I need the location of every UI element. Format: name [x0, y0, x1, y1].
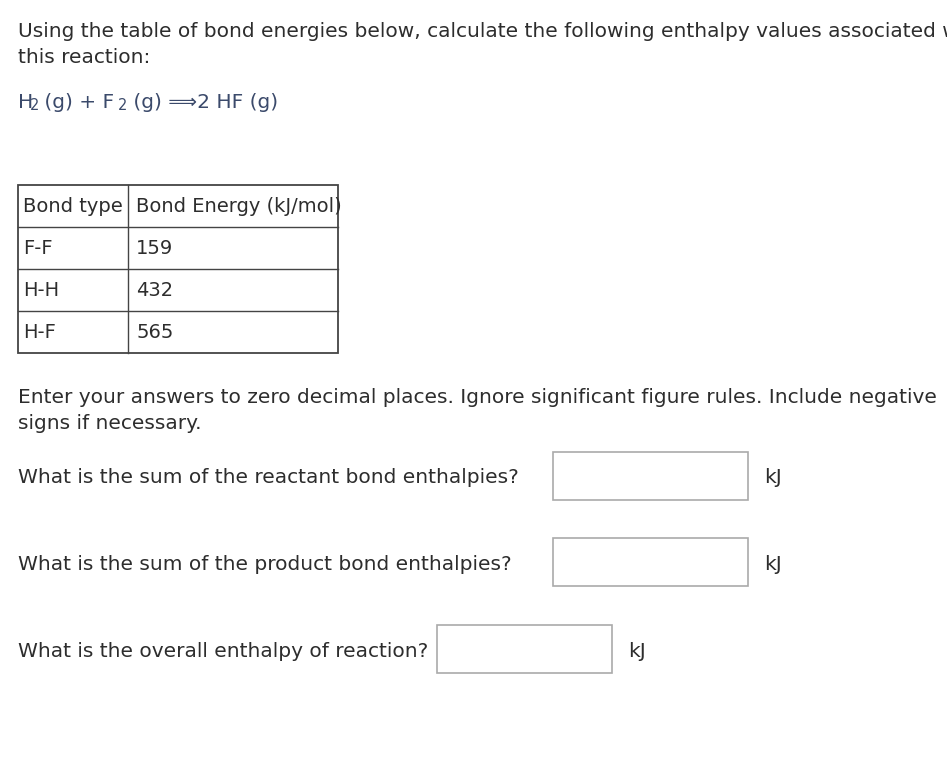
- Bar: [18, 185, 338, 353]
- Bar: [437, 625, 612, 673]
- Text: What is the sum of the reactant bond enthalpies?: What is the sum of the reactant bond ent…: [18, 468, 519, 487]
- Text: 2: 2: [30, 98, 40, 113]
- Text: Enter your answers to zero decimal places. Ignore significant figure rules. Incl: Enter your answers to zero decimal place…: [18, 388, 937, 407]
- Text: H-F: H-F: [23, 322, 56, 342]
- Text: this reaction:: this reaction:: [18, 48, 151, 67]
- Text: kJ: kJ: [764, 468, 782, 487]
- Text: H: H: [18, 93, 33, 112]
- Text: What is the overall enthalpy of reaction?: What is the overall enthalpy of reaction…: [18, 642, 428, 661]
- Bar: [553, 452, 748, 500]
- Text: 159: 159: [136, 239, 173, 257]
- Text: kJ: kJ: [764, 555, 782, 574]
- Bar: [553, 538, 748, 586]
- Text: Using the table of bond energies below, calculate the following enthalpy values : Using the table of bond energies below, …: [18, 22, 947, 41]
- Text: 565: 565: [136, 322, 173, 342]
- Text: 432: 432: [136, 281, 173, 300]
- Text: Bond Energy (kJ/mol): Bond Energy (kJ/mol): [136, 197, 342, 215]
- Text: Bond type: Bond type: [23, 197, 123, 215]
- Text: kJ: kJ: [628, 642, 646, 661]
- Text: What is the sum of the product bond enthalpies?: What is the sum of the product bond enth…: [18, 555, 511, 574]
- Text: 2: 2: [118, 98, 128, 113]
- Text: H-H: H-H: [23, 281, 59, 300]
- Text: (g) ⟹2 HF (g): (g) ⟹2 HF (g): [127, 93, 278, 112]
- Text: F-F: F-F: [23, 239, 53, 257]
- Text: (g) + F: (g) + F: [38, 93, 115, 112]
- Text: signs if necessary.: signs if necessary.: [18, 414, 202, 433]
